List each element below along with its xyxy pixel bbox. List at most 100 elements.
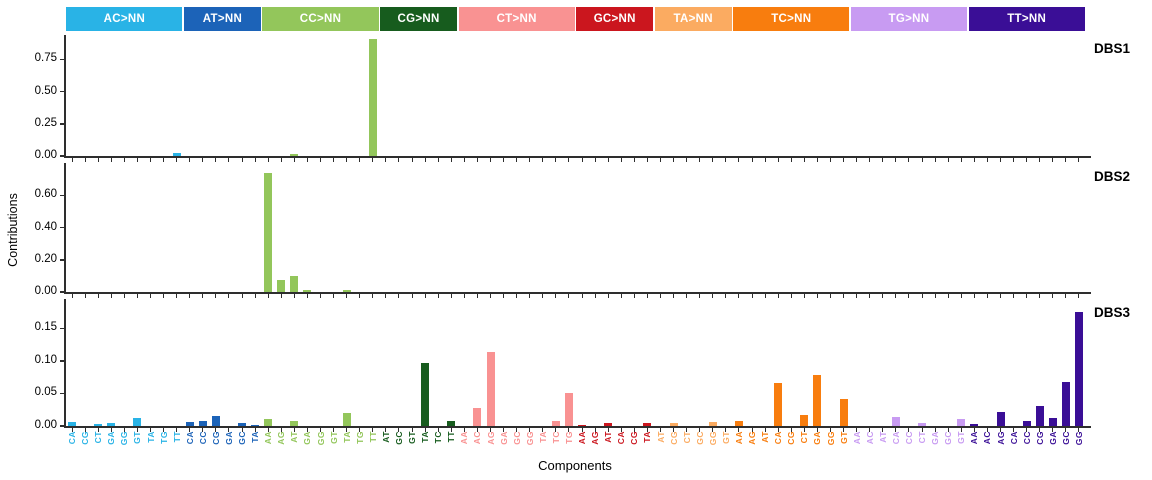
y-tick-label: 0.05 bbox=[34, 386, 57, 399]
x-tick-mark bbox=[830, 294, 831, 298]
x-tick-mark bbox=[503, 294, 505, 298]
x-tick-label-TT-AG: AG bbox=[995, 431, 1006, 445]
bar-TC-GA bbox=[813, 375, 822, 426]
x-tick-label-TC-AA: AA bbox=[733, 431, 744, 445]
bar-AC-CA bbox=[68, 422, 77, 426]
bar-TT-GG bbox=[1074, 312, 1083, 426]
x-tick-mark bbox=[607, 158, 609, 162]
x-tick-mark bbox=[581, 158, 583, 162]
x-tick-mark bbox=[843, 428, 845, 432]
x-tick-label-CT-AC: AC bbox=[472, 431, 483, 445]
y-tick-mark bbox=[60, 259, 64, 261]
x-tick-mark bbox=[764, 158, 766, 162]
x-tick-label-CG-GC: GC bbox=[393, 431, 404, 445]
x-tick-label-AT-GC: GC bbox=[237, 431, 248, 445]
group-header-tt: TT>NN bbox=[968, 7, 1085, 31]
x-axis-title: Components bbox=[538, 458, 612, 473]
x-tick-mark bbox=[1013, 428, 1015, 432]
bar-CC-AT bbox=[290, 154, 299, 156]
panel-dbs2-x-axis bbox=[64, 292, 1091, 294]
y-tick-mark bbox=[60, 360, 64, 362]
x-tick-mark bbox=[359, 294, 361, 298]
x-tick-mark bbox=[110, 428, 112, 432]
x-tick-label-TG-CT: CT bbox=[917, 431, 928, 444]
bar-TT-CC bbox=[1022, 421, 1031, 426]
x-tick-label-CC-TA: TA bbox=[341, 431, 352, 443]
bar-TC-AA bbox=[734, 420, 743, 426]
x-tick-mark bbox=[986, 294, 988, 298]
x-tick-mark bbox=[895, 158, 897, 162]
x-tick-mark bbox=[725, 294, 727, 298]
x-tick-mark bbox=[594, 428, 596, 432]
group-header-ta: TA>NN bbox=[654, 7, 732, 31]
x-tick-label-TC-GT: GT bbox=[838, 431, 849, 444]
x-tick-mark bbox=[176, 294, 178, 298]
x-tick-mark bbox=[503, 158, 505, 162]
x-tick-label-CT-TG: TG bbox=[563, 431, 574, 444]
x-tick-mark bbox=[372, 428, 374, 432]
bar-CC-AT bbox=[290, 275, 299, 292]
x-tick-mark bbox=[869, 428, 871, 432]
bar-AT-CG bbox=[211, 415, 220, 426]
x-tick-mark bbox=[934, 428, 936, 432]
group-header-cc: CC>NN bbox=[262, 7, 379, 31]
x-tick-mark bbox=[411, 428, 413, 432]
x-tick-mark bbox=[843, 158, 845, 162]
x-tick-label-CT-AG: AG bbox=[485, 431, 496, 445]
bar-TT-GA bbox=[1048, 418, 1057, 426]
x-tick-mark bbox=[816, 294, 818, 298]
x-tick-mark bbox=[202, 294, 204, 298]
x-tick-label-CT-TA: TA bbox=[537, 431, 548, 443]
x-tick-label-TT-GA: GA bbox=[1047, 431, 1058, 445]
x-tick-mark bbox=[869, 294, 871, 298]
x-tick-mark bbox=[437, 428, 439, 432]
x-tick-mark bbox=[516, 428, 518, 432]
x-tick-mark bbox=[346, 428, 348, 432]
x-tick-mark bbox=[712, 158, 714, 162]
x-tick-mark bbox=[163, 294, 165, 298]
panel-label-dbs1: DBS1 bbox=[1094, 41, 1131, 56]
x-tick-label-GC-TA: TA bbox=[642, 431, 653, 443]
x-tick-label-TT-CA: CA bbox=[1008, 431, 1019, 445]
x-tick-label-CT-GA: GA bbox=[498, 431, 509, 445]
y-tick-label: 0.00 bbox=[34, 285, 57, 297]
x-tick-label-AT-CA: CA bbox=[184, 431, 195, 445]
bar-TT-AA bbox=[970, 424, 979, 426]
x-tick-mark bbox=[633, 428, 635, 432]
group-header-ct: CT>NN bbox=[458, 7, 575, 31]
x-tick-mark bbox=[123, 158, 125, 162]
bar-CT-AC bbox=[473, 408, 482, 426]
x-tick-mark bbox=[228, 294, 230, 298]
x-tick-label-TG-AA: AA bbox=[851, 431, 862, 445]
x-tick-mark bbox=[346, 294, 348, 298]
bar-CC-TA bbox=[342, 290, 351, 292]
x-tick-mark bbox=[254, 158, 256, 162]
x-tick-mark bbox=[71, 294, 73, 298]
x-tick-mark bbox=[986, 428, 988, 432]
x-tick-mark bbox=[777, 428, 779, 432]
x-tick-mark bbox=[673, 158, 675, 162]
y-tick-label: 0.20 bbox=[34, 252, 57, 265]
x-tick-mark bbox=[856, 428, 858, 432]
x-tick-mark bbox=[490, 294, 491, 298]
x-tick-mark bbox=[1052, 428, 1054, 432]
x-tick-mark bbox=[568, 158, 570, 162]
x-tick-mark bbox=[97, 294, 99, 298]
x-tick-mark bbox=[84, 158, 86, 162]
x-tick-mark bbox=[699, 294, 701, 298]
x-tick-mark bbox=[437, 158, 439, 162]
x-tick-label-AC-TT: TT bbox=[171, 431, 182, 443]
x-tick-label-GC-AG: AG bbox=[590, 431, 601, 445]
x-tick-mark bbox=[136, 158, 138, 162]
x-tick-label-TG-CA: CA bbox=[890, 431, 901, 445]
x-tick-mark bbox=[529, 428, 531, 432]
x-tick-mark bbox=[620, 294, 622, 298]
bar-CC-GA bbox=[303, 290, 312, 292]
x-tick-mark bbox=[620, 428, 622, 432]
x-tick-mark bbox=[450, 428, 452, 432]
x-tick-mark bbox=[267, 294, 269, 298]
x-tick-mark bbox=[777, 294, 779, 298]
x-tick-label-AC-GG: GG bbox=[119, 431, 130, 446]
x-tick-label-TC-AG: AG bbox=[747, 431, 758, 445]
